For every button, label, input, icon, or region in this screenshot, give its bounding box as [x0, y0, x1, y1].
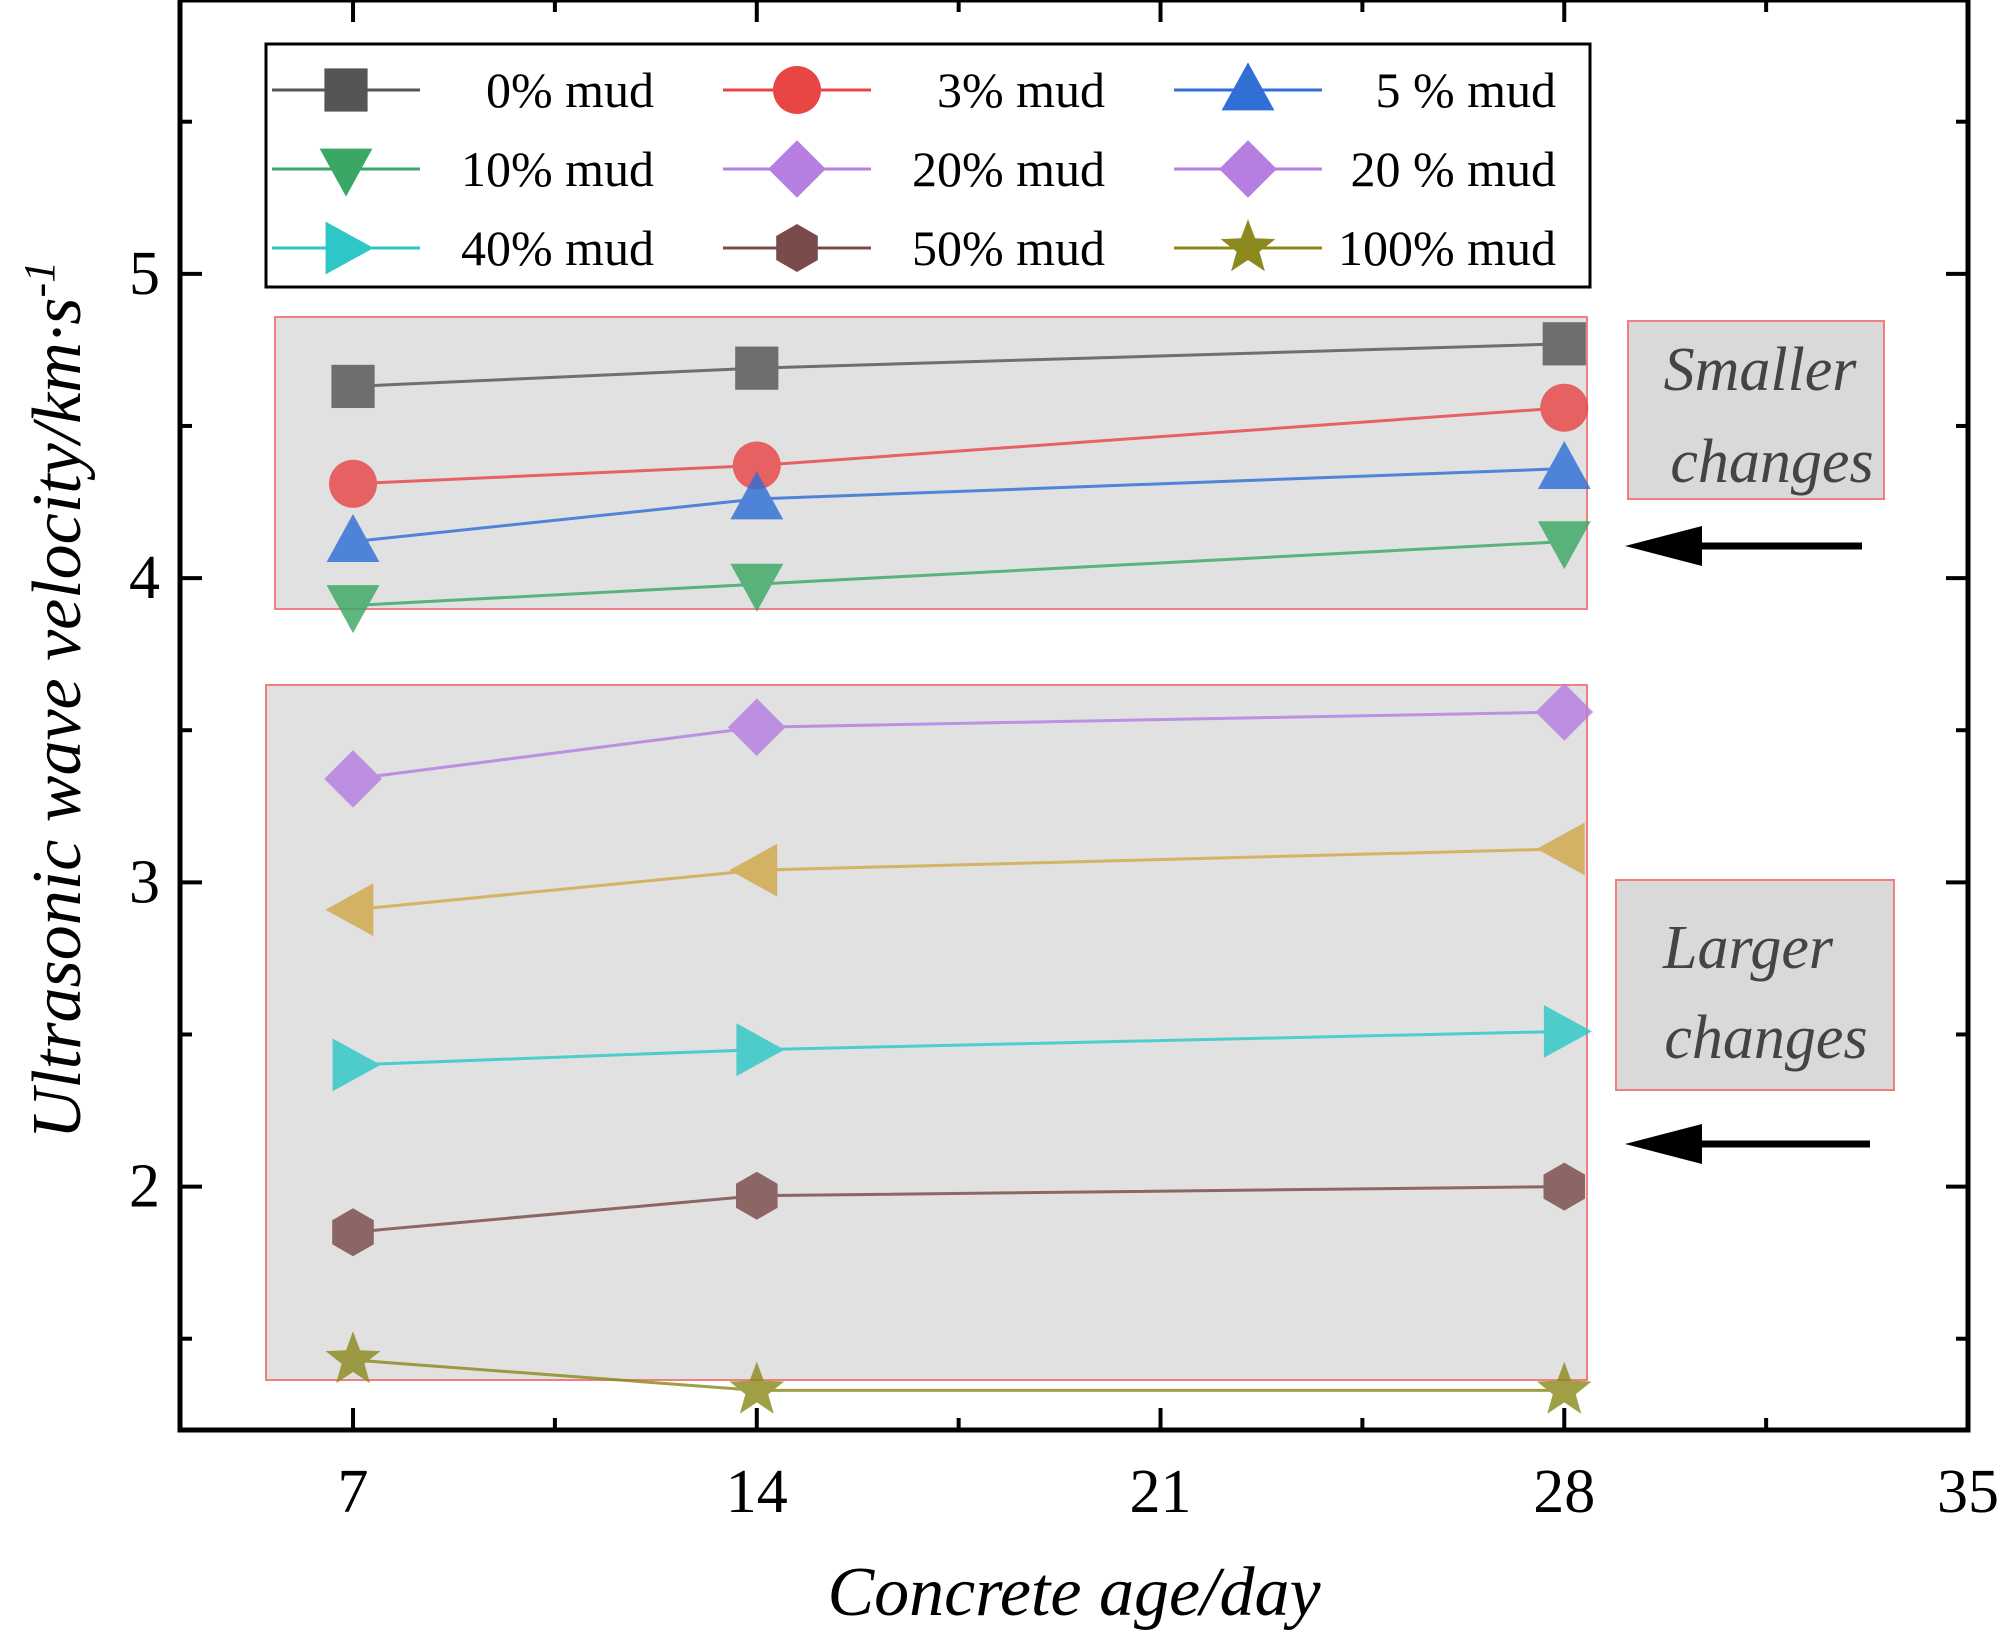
series-layer	[324, 322, 1594, 1414]
y-tick-label-2: 4	[129, 544, 160, 612]
series-5	[325, 822, 1585, 937]
legend-entry-0: 0% mud	[272, 62, 654, 118]
legend-marker-4	[768, 140, 826, 198]
legend-marker-0	[324, 68, 368, 112]
x-tick-label-2: 21	[1130, 1458, 1192, 1526]
series-8	[325, 1331, 1592, 1414]
data-point-2-2	[1537, 441, 1591, 489]
legend-marker-2	[1221, 62, 1275, 111]
legend-label-4: 20% mud	[912, 141, 1105, 197]
data-point-7-2	[1543, 1162, 1585, 1211]
data-point-5-1	[729, 843, 778, 897]
ticks-layer: 7 14 21 28 35 2 3 4 5	[129, 0, 1999, 1526]
legend-entry-7: 50% mud	[723, 220, 1105, 276]
x-tick-label-1: 14	[726, 1458, 788, 1526]
larger-changes-arrow	[1625, 1124, 1870, 1164]
x-tick-label-3: 28	[1533, 1458, 1595, 1526]
x-axis-title: Concrete age/day	[827, 1554, 1321, 1631]
legend-marker-3	[319, 148, 373, 197]
data-point-4-1	[728, 698, 786, 756]
smaller-changes-label-1: Smaller	[1664, 336, 1858, 404]
y-tick-label-3: 5	[129, 240, 160, 308]
y-axis-title: Ultrasonic wave velocity/km·s-1	[15, 261, 96, 1139]
smaller-changes-region	[274, 316, 1588, 610]
legend-entry-5: 20 % mud	[1174, 140, 1556, 198]
legend-entry-3: 10% mud	[272, 141, 654, 197]
legend-label-2: 5 % mud	[1375, 62, 1556, 118]
larger-changes-label-1: Larger	[1662, 914, 1834, 982]
data-point-0-0	[331, 364, 375, 409]
data-point-5-2	[1536, 822, 1585, 876]
data-point-5-0	[325, 883, 374, 937]
data-point-1-2	[1540, 383, 1589, 432]
data-point-3-0	[326, 585, 380, 634]
data-point-4-2	[1535, 683, 1594, 741]
legend-entry-8: 100% mud	[1174, 219, 1556, 276]
legend-marker-7	[776, 224, 818, 272]
data-point-1-1	[732, 441, 781, 490]
legend-entry-4: 20% mud	[723, 140, 1105, 198]
legend-entry-1: 3% mud	[723, 62, 1105, 118]
y-axis-title-main: Ultrasonic wave velocity/km·s	[19, 297, 96, 1139]
plot-frame	[177, 0, 1971, 1433]
data-point-7-0	[332, 1208, 374, 1257]
legend-label-8: 100% mud	[1338, 220, 1556, 276]
annotation-smaller: Smaller changes	[1625, 320, 1885, 566]
legend-label-6: 40% mud	[461, 220, 654, 276]
legend-marker-8	[1220, 219, 1276, 272]
x-tick-label-4: 35	[1937, 1458, 1999, 1526]
smaller-changes-box	[1627, 320, 1885, 500]
legend-entry-2: 5 % mud	[1174, 62, 1556, 118]
data-point-4-0	[324, 750, 382, 808]
data-point-1-0	[329, 459, 378, 508]
data-point-6-1	[736, 1023, 785, 1077]
data-point-8-0	[325, 1331, 381, 1384]
larger-changes-region	[265, 684, 1588, 1381]
data-point-8-2	[1536, 1361, 1592, 1414]
data-point-2-0	[326, 514, 380, 562]
data-point-0-2	[1542, 322, 1586, 366]
series-3	[326, 521, 1591, 634]
legend-entry-6: 40% mud	[272, 220, 654, 276]
legend-label-5: 20 % mud	[1350, 141, 1556, 197]
chart-regions	[265, 316, 1588, 1381]
data-point-2-1	[730, 471, 784, 520]
series-2	[326, 441, 1591, 562]
data-point-8-1	[729, 1361, 785, 1414]
y-tick-label-0: 2	[129, 1153, 160, 1221]
legend: 0% mud 3% mud 5 % mud 10% mud 20% mud 20 % mu…	[264, 42, 1592, 289]
y-tick-label-1: 3	[129, 848, 160, 916]
annotation-larger: Larger changes	[1615, 879, 1895, 1164]
x-tick-label-0: 7	[338, 1458, 369, 1526]
legend-label-1: 3% mud	[937, 62, 1105, 118]
series-0	[331, 322, 1586, 409]
legend-label-3: 10% mud	[461, 141, 654, 197]
legend-marker-1	[773, 66, 821, 114]
data-point-7-1	[736, 1171, 778, 1220]
smaller-changes-arrow	[1625, 526, 1862, 566]
data-point-3-1	[730, 563, 784, 612]
legend-marker-6	[325, 221, 374, 275]
series-6	[332, 1005, 1592, 1092]
legend-box	[264, 42, 1592, 289]
smaller-changes-label-2: changes	[1670, 428, 1873, 496]
y-axis-title-sup: -1	[15, 261, 64, 298]
data-point-6-0	[332, 1038, 381, 1092]
legend-entries: 0% mud 3% mud 5 % mud 10% mud 20% mud 20 % mu…	[272, 62, 1556, 276]
series-1	[329, 383, 1589, 508]
larger-changes-label-2: changes	[1664, 1004, 1867, 1072]
series-7	[332, 1162, 1585, 1257]
data-point-6-2	[1543, 1005, 1592, 1058]
data-point-0-1	[735, 346, 779, 390]
series-4	[324, 683, 1594, 808]
larger-changes-box	[1615, 879, 1895, 1091]
legend-label-0: 0% mud	[486, 62, 654, 118]
data-point-3-2	[1537, 521, 1591, 570]
legend-label-7: 50% mud	[912, 220, 1105, 276]
legend-marker-5	[1219, 140, 1277, 198]
